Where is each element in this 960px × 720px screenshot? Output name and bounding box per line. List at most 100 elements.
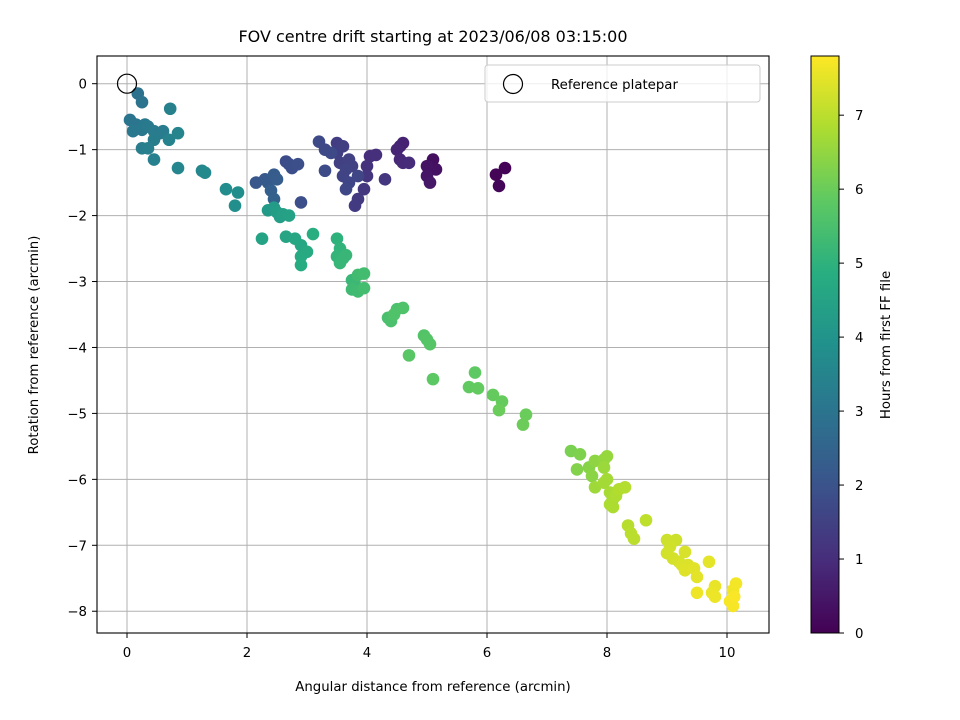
data-point — [282, 209, 296, 222]
colorbar-tick-label: 2 — [855, 479, 863, 494]
colorbar: 0 1 2 3 4 5 6 7 Hours from first FF file — [810, 55, 894, 642]
legend-box — [484, 64, 761, 103]
data-point — [402, 349, 416, 362]
data-point — [690, 570, 704, 584]
data-point — [606, 500, 620, 514]
data-point — [597, 461, 611, 474]
data-point — [639, 513, 653, 527]
x-axis-ticks: 0 2 4 6 8 10 — [123, 633, 735, 661]
reference-point — [116, 73, 138, 94]
colorbar-tick-label: 7 — [855, 109, 863, 124]
data-point — [390, 143, 404, 156]
data-point — [171, 126, 185, 140]
x-tick-label: 8 — [603, 646, 611, 661]
colorbar-tick-label: 4 — [855, 331, 863, 346]
data-point — [378, 173, 392, 186]
data-point — [198, 166, 212, 180]
data-point — [228, 199, 242, 212]
data-point — [600, 449, 614, 463]
data-point — [231, 186, 245, 199]
colorbar-gradient — [810, 55, 840, 634]
data-point — [294, 196, 308, 209]
data-point — [351, 169, 365, 183]
data-point — [423, 337, 437, 351]
data-point — [330, 232, 344, 245]
y-tick-label: −6 — [67, 473, 87, 488]
data-point — [690, 586, 704, 600]
data-point — [678, 545, 692, 559]
data-point — [306, 227, 320, 241]
legend: Reference platepar — [484, 64, 761, 103]
data-point — [141, 142, 155, 155]
colorbar-ticks: 0 1 2 3 4 5 6 7 — [839, 109, 863, 642]
data-point — [396, 301, 410, 315]
data-point — [426, 372, 440, 386]
data-point — [516, 418, 530, 431]
y-tick-label: −7 — [67, 539, 87, 554]
data-point — [471, 382, 485, 395]
data-point — [708, 590, 722, 604]
data-point — [492, 403, 506, 417]
data-point — [498, 161, 512, 175]
data-point — [618, 480, 632, 494]
data-point — [702, 555, 716, 569]
data-point — [570, 463, 584, 476]
data-point — [291, 157, 305, 171]
data-point — [147, 153, 161, 166]
data-point — [726, 599, 740, 613]
y-tick-label: −1 — [67, 144, 87, 159]
data-point — [420, 159, 434, 173]
legend-label: Reference platepar — [551, 78, 678, 93]
data-point — [627, 532, 641, 546]
data-point — [357, 182, 371, 196]
data-point — [171, 161, 185, 175]
data-point — [489, 168, 503, 181]
data-point — [585, 469, 599, 483]
x-tick-label: 2 — [243, 646, 251, 661]
y-tick-label: −2 — [67, 210, 87, 225]
y-tick-label: −3 — [67, 276, 87, 291]
data-point — [339, 248, 353, 262]
legend-marker-icon — [502, 73, 524, 95]
colorbar-tick-label: 0 — [855, 627, 863, 642]
y-axis-label: Rotation from reference (arcmin) — [27, 236, 42, 455]
colorbar-tick-label: 3 — [855, 405, 863, 420]
data-point — [294, 258, 308, 272]
data-point — [369, 148, 383, 162]
data-point — [402, 156, 416, 170]
data-point — [492, 179, 506, 193]
data-point — [357, 267, 371, 280]
grid — [97, 56, 769, 633]
data-point — [360, 169, 374, 183]
data-point — [486, 388, 500, 402]
x-tick-label: 0 — [123, 646, 131, 661]
chart-title: FOV centre drift starting at 2023/06/08 … — [238, 27, 627, 46]
x-axis-label: Angular distance from reference (arcmin) — [295, 680, 570, 695]
y-tick-label: 0 — [79, 78, 87, 93]
data-point — [219, 182, 233, 196]
data-point — [163, 102, 177, 116]
data-point — [423, 176, 437, 189]
data-point — [339, 182, 353, 196]
colorbar-label: Hours from first FF file — [879, 271, 894, 419]
x-tick-label: 4 — [363, 646, 371, 661]
colorbar-tick-label: 1 — [855, 553, 863, 568]
data-point — [135, 95, 149, 109]
x-tick-label: 6 — [483, 646, 491, 661]
data-point — [519, 408, 533, 422]
data-point — [387, 308, 401, 321]
y-axis-ticks: 0 −1 −2 −3 −4 −5 −6 −7 −8 — [67, 78, 97, 620]
data-point — [468, 366, 482, 379]
data-points — [116, 73, 743, 613]
data-point — [348, 199, 362, 212]
plot-frame — [96, 55, 770, 634]
data-point — [573, 447, 587, 461]
data-point — [255, 232, 269, 245]
data-point — [727, 590, 741, 604]
data-point — [162, 133, 176, 147]
y-tick-label: −5 — [67, 407, 87, 422]
data-point — [360, 159, 374, 173]
colorbar-tick-label: 6 — [855, 183, 863, 198]
data-point — [600, 473, 614, 486]
